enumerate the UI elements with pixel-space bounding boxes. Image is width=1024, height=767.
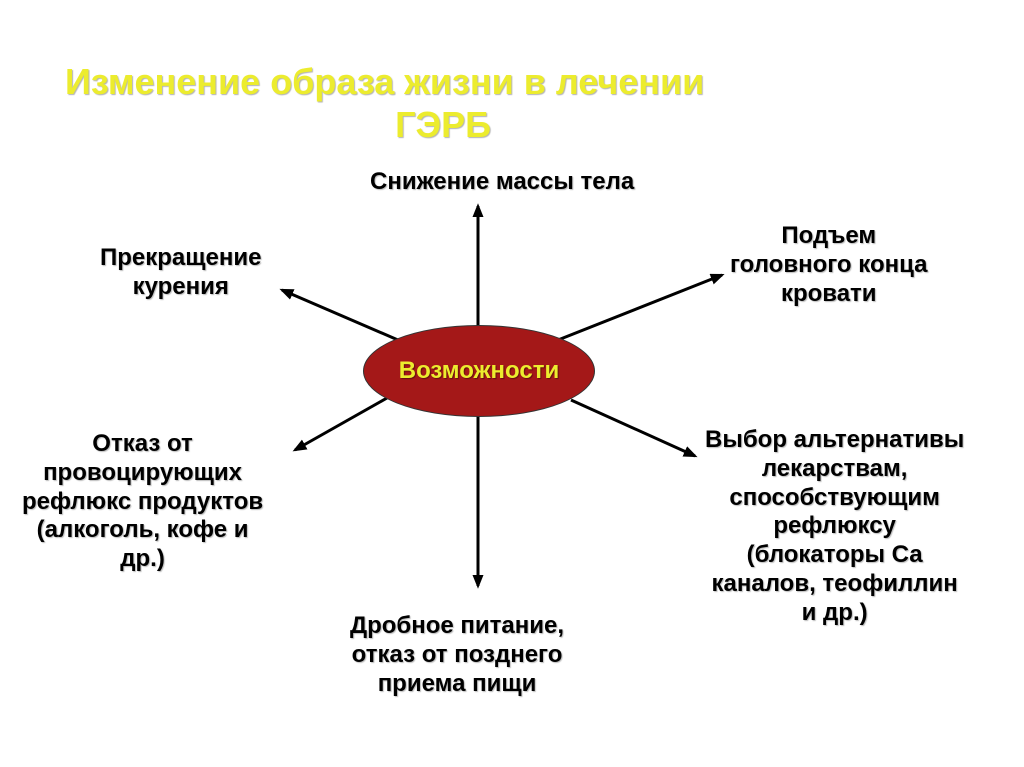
arrow-meds — [571, 400, 695, 456]
arrow-smoking — [282, 290, 398, 340]
slide-canvas: Изменение образа жизни в лечении ГЭРБ Во… — [0, 0, 1024, 767]
label-meds: Выбор альтернативы лекарствам, способств… — [705, 426, 964, 628]
label-bed: Подъем головного конца кровати — [730, 222, 928, 308]
arrow-bed — [558, 275, 722, 340]
slide-title: Изменение образа жизни в лечении ГЭРБ — [65, 60, 704, 146]
label-meals: Дробное питание, отказ от позднего прием… — [350, 612, 564, 698]
arrow-products — [295, 398, 387, 450]
center-node: Возможности — [363, 325, 595, 417]
label-smoking: Прекращение курения — [100, 244, 261, 302]
label-products: Отказ от провоцирующих рефлюкс продуктов… — [22, 430, 263, 574]
label-weight: Снижение массы тела — [370, 168, 634, 197]
